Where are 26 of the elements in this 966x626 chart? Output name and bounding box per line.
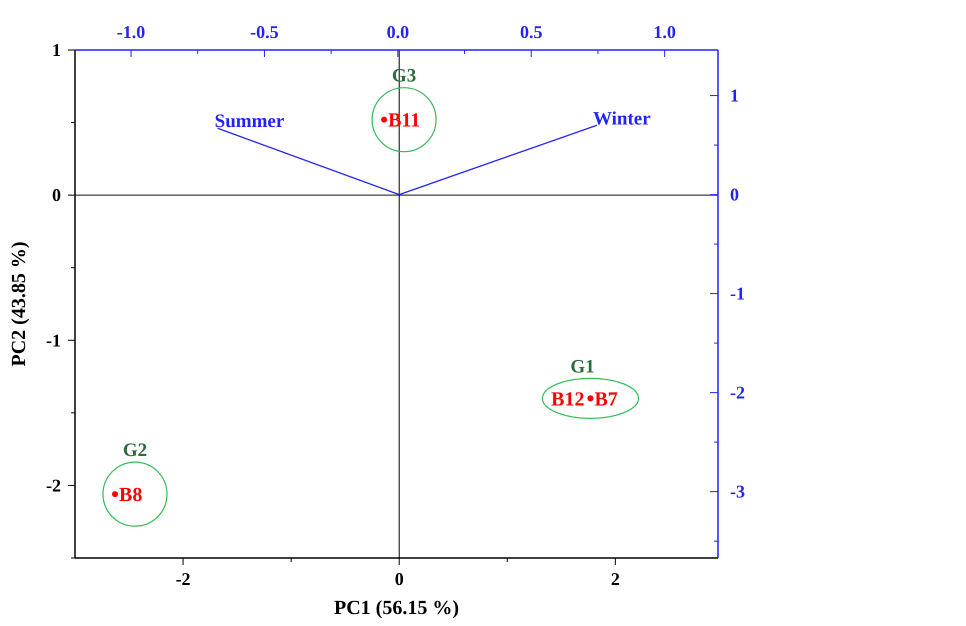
x-tick-label: 2	[610, 569, 620, 589]
x-axis-title: PC1 (56.15 %)	[334, 597, 459, 619]
x-tick-label: 0	[394, 569, 404, 589]
data-label: B7	[594, 388, 618, 410]
data-label: B8	[118, 484, 142, 506]
x2-tick-label: -1.0	[116, 22, 146, 42]
y2-tick-label: -3	[730, 482, 745, 502]
y2-tick-label: -2	[730, 382, 745, 403]
x2-tick-label: 1.0	[653, 22, 676, 42]
y-tick-label: -1	[46, 330, 61, 350]
data-label: B12	[551, 388, 584, 410]
y-axis-title: PC2 (43.85 %)	[8, 242, 30, 366]
annotation: G1	[570, 356, 595, 378]
x2-tick-label: 0.0	[386, 22, 410, 42]
x-tick-label: -2	[176, 569, 191, 589]
x2-tick-label: 0.5	[520, 22, 542, 42]
x2-tick-label: -0.5	[250, 22, 279, 42]
series-label: Summer	[214, 111, 285, 132]
y2-tick-label: 1	[730, 86, 739, 106]
y2-tick-label: 0	[730, 184, 739, 205]
annotation: G2	[122, 440, 148, 462]
y-tick-label: 1	[52, 40, 61, 60]
y-tick-label: -2	[46, 475, 61, 496]
series-label: Winter	[592, 108, 652, 130]
y-tick-label: 0	[52, 185, 61, 206]
y2-tick-label: -1	[730, 284, 745, 304]
